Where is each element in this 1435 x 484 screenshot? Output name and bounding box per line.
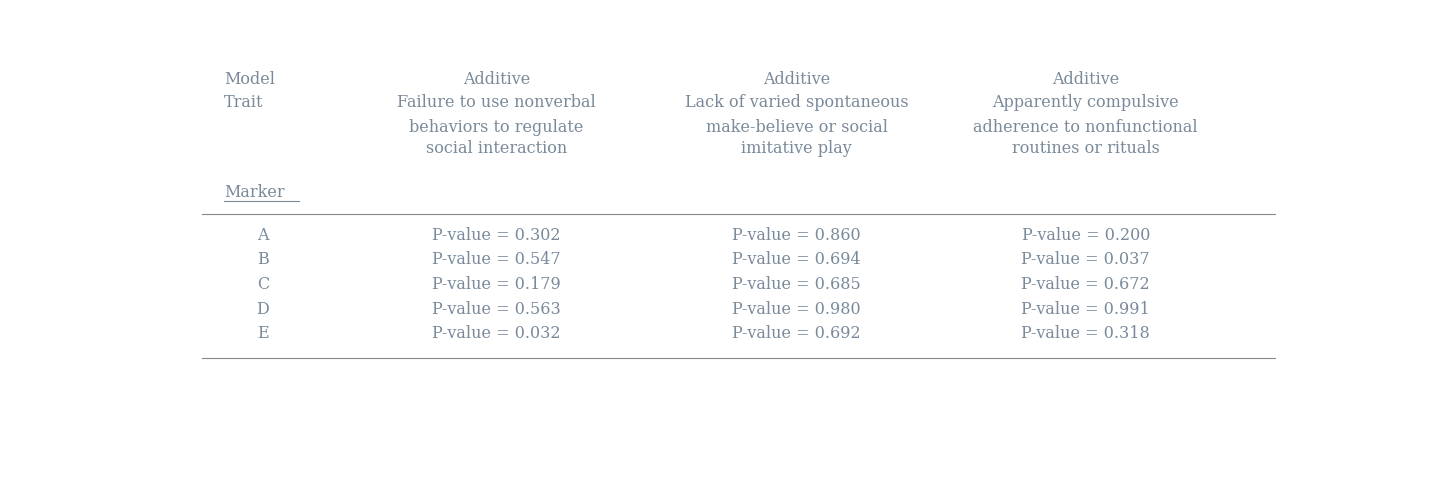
Text: Additive: Additive [1052,71,1119,88]
Text: P-value = 0.563: P-value = 0.563 [432,301,561,318]
Text: P-value = 0.991: P-value = 0.991 [1022,301,1149,318]
Text: P-value = 0.179: P-value = 0.179 [432,276,561,293]
Text: Additive: Additive [462,71,530,88]
Text: P-value = 0.547: P-value = 0.547 [432,251,561,268]
Text: P-value = 0.860: P-value = 0.860 [732,227,861,243]
Text: E: E [257,325,268,342]
Text: P-value = 0.032: P-value = 0.032 [432,325,561,342]
Text: P-value = 0.318: P-value = 0.318 [1022,325,1149,342]
Text: B: B [257,251,268,268]
Text: C: C [257,276,268,293]
Text: make-believe or social: make-believe or social [706,119,888,136]
Text: behaviors to regulate: behaviors to regulate [409,119,584,136]
Text: routines or rituals: routines or rituals [1012,140,1159,157]
Text: adherence to nonfunctional: adherence to nonfunctional [973,119,1198,136]
Text: P-value = 0.037: P-value = 0.037 [1022,251,1149,268]
Text: P-value = 0.200: P-value = 0.200 [1022,227,1149,243]
Text: Marker: Marker [224,184,284,201]
Text: Trait: Trait [224,94,264,111]
Text: imitative play: imitative play [742,140,852,157]
Text: P-value = 0.692: P-value = 0.692 [732,325,861,342]
Text: Apparently compulsive: Apparently compulsive [993,94,1180,111]
Text: social interaction: social interaction [426,140,567,157]
Text: P-value = 0.672: P-value = 0.672 [1022,276,1149,293]
Text: P-value = 0.302: P-value = 0.302 [432,227,561,243]
Text: Failure to use nonverbal: Failure to use nonverbal [397,94,596,111]
Text: D: D [257,301,270,318]
Text: P-value = 0.980: P-value = 0.980 [732,301,861,318]
Text: Additive: Additive [763,71,831,88]
Text: Model: Model [224,71,276,88]
Text: P-value = 0.694: P-value = 0.694 [732,251,861,268]
Text: Lack of varied spontaneous: Lack of varied spontaneous [684,94,908,111]
Text: A: A [257,227,268,243]
Text: P-value = 0.685: P-value = 0.685 [732,276,861,293]
